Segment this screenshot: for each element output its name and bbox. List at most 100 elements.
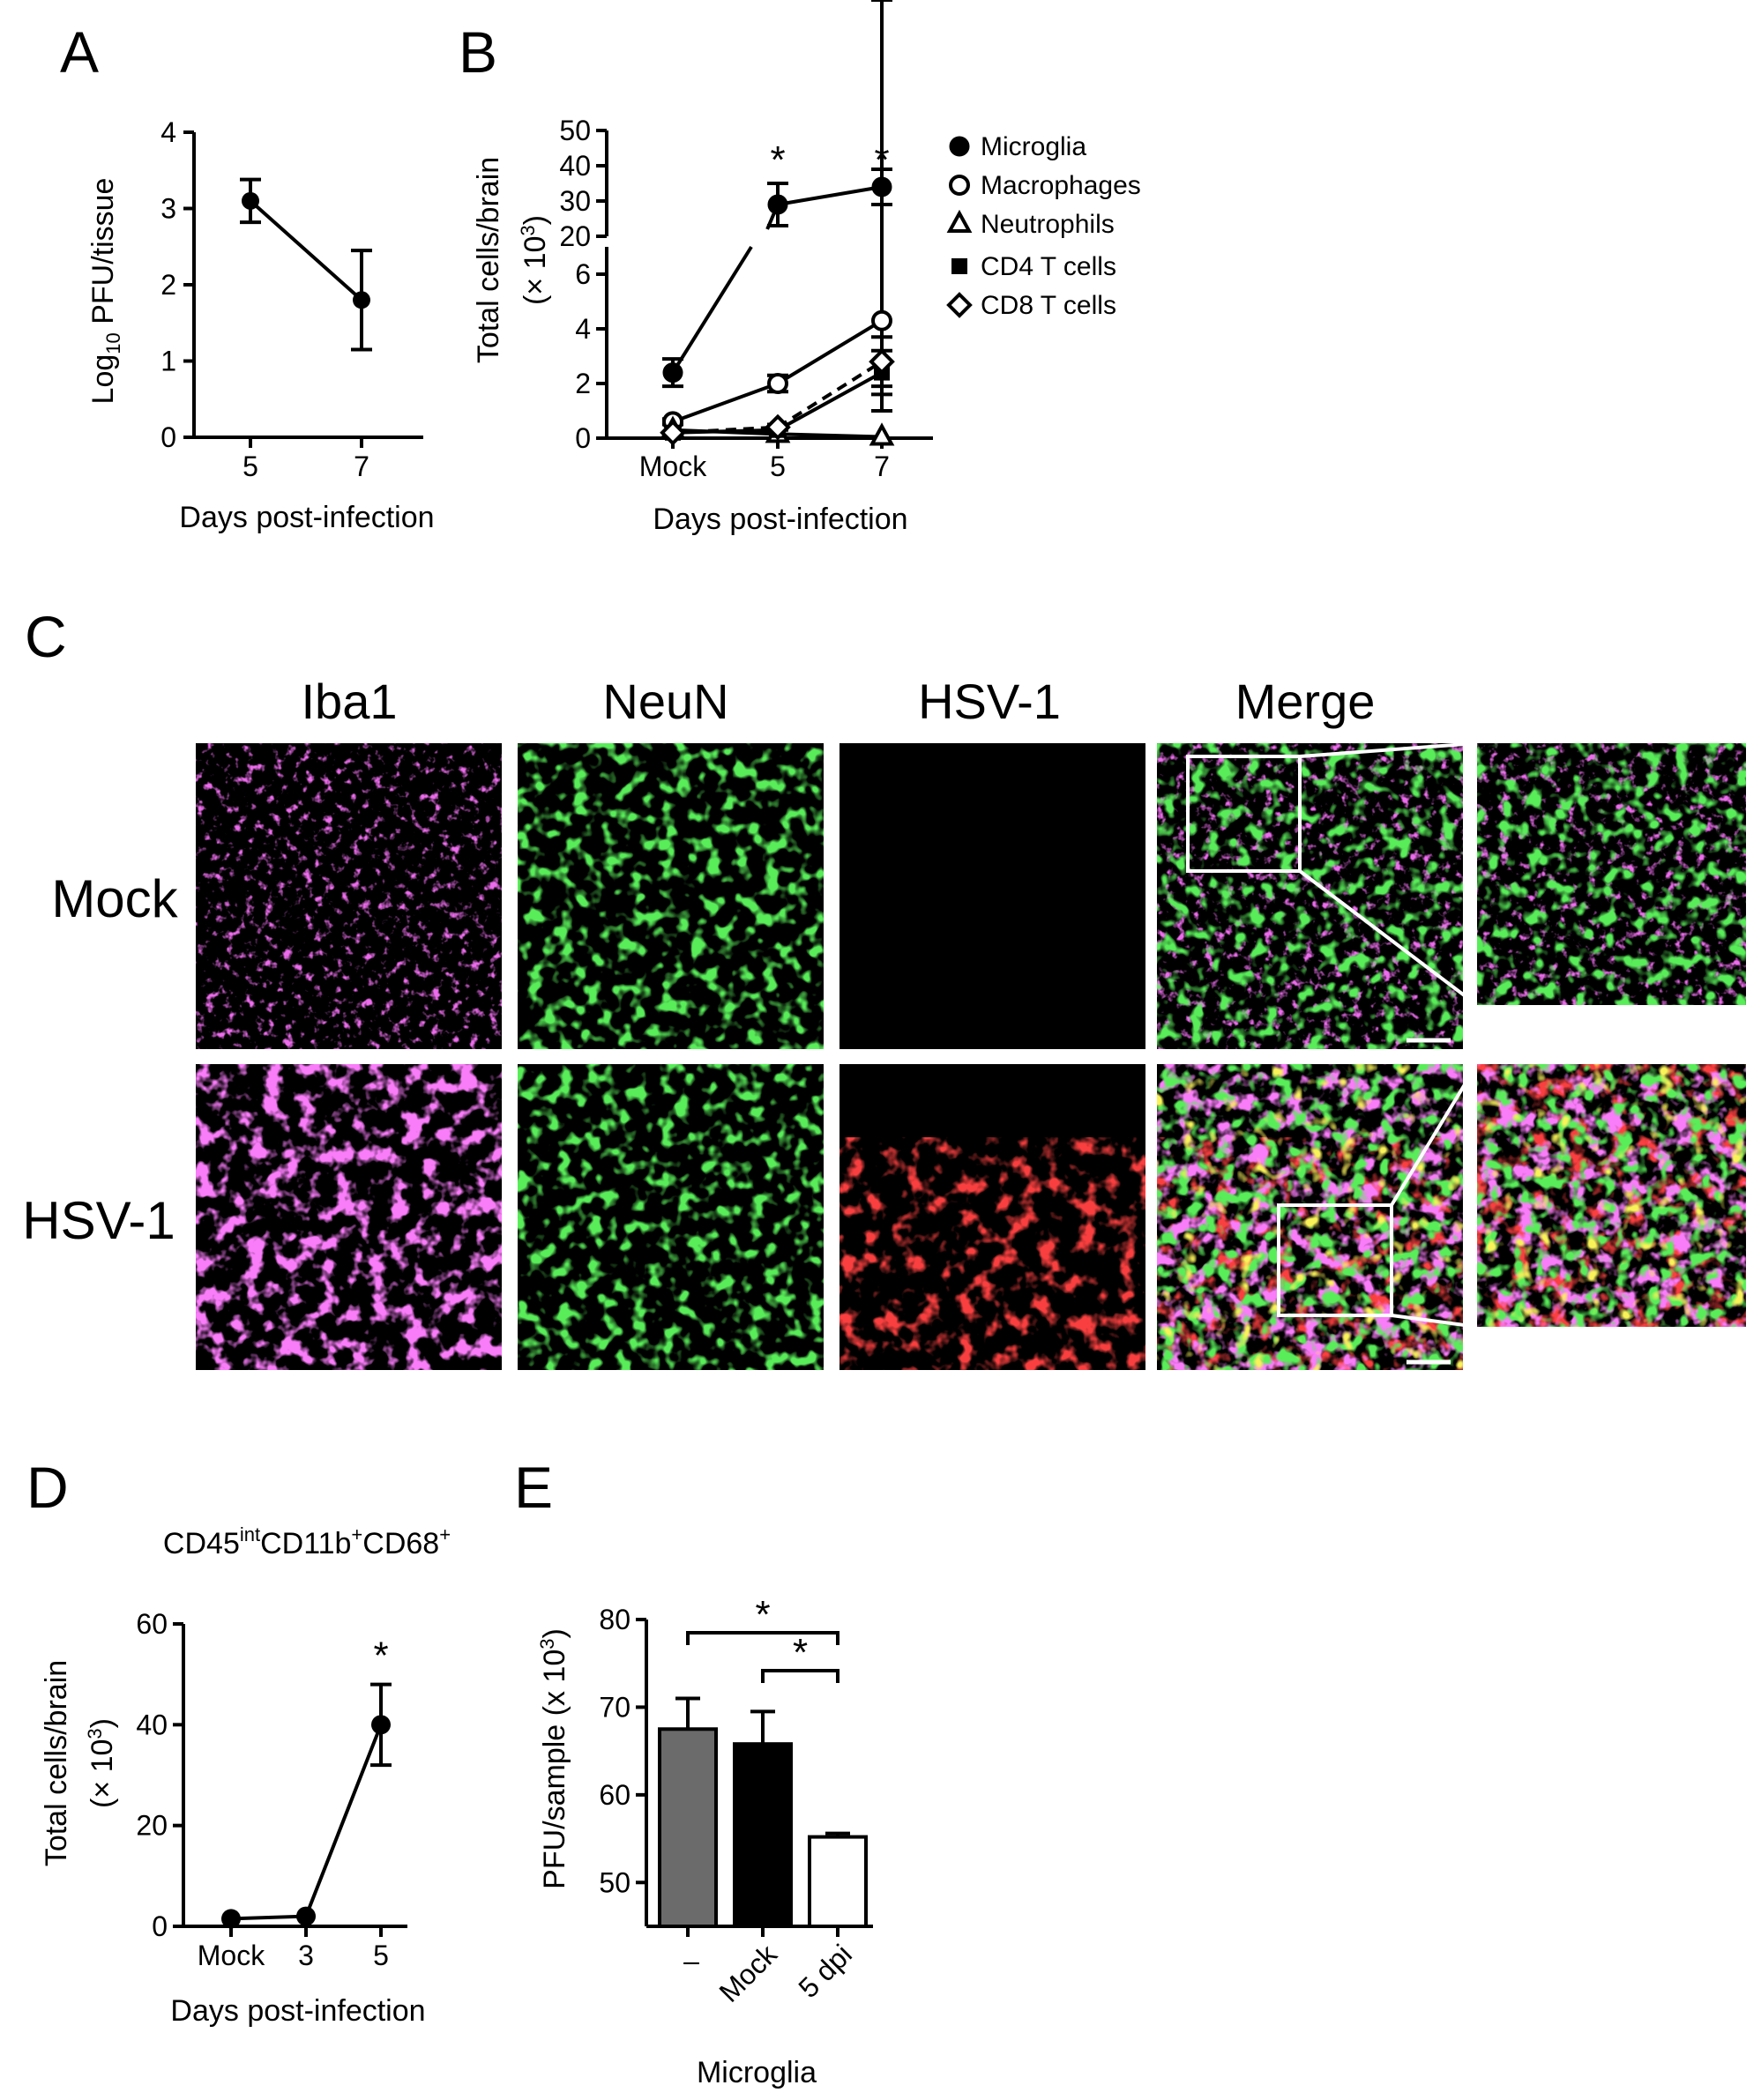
chart-b-point-open-circle xyxy=(871,309,892,331)
panel-letter-a: A xyxy=(60,19,99,85)
panel-letter-b: B xyxy=(459,19,497,85)
chart-b-ylabel-line2: (× 103) xyxy=(517,215,552,305)
micrograph-hsv-hsv1 xyxy=(839,1064,1145,1370)
chart-e-bracket-star: * xyxy=(755,1593,770,1636)
chart-d-xtick-label: 5 xyxy=(373,1940,389,1971)
chart-b-legend-label: Microglia xyxy=(981,132,1086,161)
micrograph-mock-hsv1 xyxy=(839,743,1145,1049)
chart-b-point-open-diamond xyxy=(869,348,895,376)
chart-b-legend-label: Neutrophils xyxy=(981,210,1115,239)
chart-e-bracket xyxy=(686,1631,839,1645)
micrograph-hsv-iba1 xyxy=(196,1064,502,1370)
col-head-hsv1: HSV-1 xyxy=(918,674,1061,729)
chart-e-xtick-label: – xyxy=(683,1945,699,1977)
chart-e-ytick-label: 60 xyxy=(599,1779,631,1811)
chart-e-ytick-label: 50 xyxy=(599,1866,631,1898)
chart-b-xtick-label: 7 xyxy=(874,451,890,482)
chart-a-xlabel: Days post-infection xyxy=(179,501,434,534)
chart-b-ytick-label: 20 xyxy=(559,220,591,252)
zoom-box-hsv xyxy=(1277,1203,1393,1317)
chart-e-ytick-label: 80 xyxy=(599,1604,631,1635)
chart-a-ytick-label: 1 xyxy=(160,346,176,377)
chart-b-ylabel-line1: Total cells/brain xyxy=(472,157,505,363)
chart-b-legend-label: CD8 T cells xyxy=(981,291,1116,320)
chart-d-xtick-label: Mock xyxy=(198,1940,265,1971)
col-head-neun: NeuN xyxy=(602,674,728,729)
chart-a-ytick-label: 2 xyxy=(160,269,176,301)
chart-e: PFU/sample (x 103) Microglia 50 60 70 80 – Mo… xyxy=(536,1593,873,2089)
chart-d-ytick-label: 60 xyxy=(136,1608,168,1640)
chart-b-point-open-diamond xyxy=(765,413,791,441)
zoom-line-hsv-top xyxy=(1390,1062,1479,1207)
chart-d-ylabel-line2: (× 103) xyxy=(84,1718,119,1808)
chart-b-xlabel: Days post-infection xyxy=(653,503,907,536)
chart-a-ylabel: Log10 PFU/tissue xyxy=(86,178,124,405)
chart-e-bar xyxy=(733,1742,793,1929)
chart-d-series-line xyxy=(230,1724,383,1921)
col-head-merge: Merge xyxy=(1235,674,1376,729)
chart-b-point-filled-circle xyxy=(871,176,892,197)
chart-d-ytick-label: 40 xyxy=(136,1709,168,1740)
chart-a-point xyxy=(353,291,370,309)
chart-d-point xyxy=(371,1715,391,1735)
chart-e-ylabel: PFU/sample (x 103) xyxy=(536,1628,571,1889)
chart-e-bracket-star: * xyxy=(793,1631,808,1674)
micrograph-mock-neun xyxy=(518,743,824,1049)
micrograph-mock-merge xyxy=(1157,743,1463,1049)
chart-e-ytick-label: 70 xyxy=(599,1691,631,1723)
chart-d-xlabel: Days post-infection xyxy=(170,1994,425,2028)
chart-b-ytick-label: 4 xyxy=(575,313,591,345)
chart-b-point-open-triangle xyxy=(869,422,895,446)
chart-b-ytick-label: 50 xyxy=(559,115,591,146)
chart-d-significance-star: * xyxy=(373,1635,388,1678)
chart-b-legend-label: CD4 T cells xyxy=(981,252,1116,281)
chart-b-ytick-label: 30 xyxy=(559,185,591,217)
chart-e-xtick-label: 5 dpi xyxy=(792,1938,858,2004)
micrograph-hsv-neun xyxy=(518,1064,824,1370)
chart-e-bar xyxy=(808,1835,868,1928)
col-head-iba1: Iba1 xyxy=(302,674,398,729)
chart-a: Log10 PFU/tissue Days post-infection 0 1 2… xyxy=(86,116,435,534)
chart-b-legend-marker xyxy=(951,258,967,274)
chart-b-point-filled-circle xyxy=(662,362,683,384)
chart-d-ytick-label: 0 xyxy=(152,1910,168,1942)
chart-a-ytick-label: 3 xyxy=(160,193,176,225)
chart-b-legend-marker xyxy=(949,175,970,196)
chart-a-point xyxy=(242,191,259,210)
chart-b-ytick-label: 0 xyxy=(575,422,591,454)
chart-d: CD45intCD11b+CD68+ Total cells/brain (× … xyxy=(40,1523,451,2028)
chart-d-title: CD45intCD11b+CD68+ xyxy=(163,1523,451,1560)
chart-e-xtick-label: Mock xyxy=(713,1938,783,2008)
chart-b: Total cells/brain (× 103) Days post-infe… xyxy=(472,0,1141,536)
chart-b-xtick-label: Mock xyxy=(639,451,707,482)
chart-b-significance-star: * xyxy=(770,138,785,182)
micrograph-mock-iba1 xyxy=(196,743,502,1049)
chart-a-ytick-label: 4 xyxy=(160,116,176,148)
chart-b-ytick-label: 6 xyxy=(575,258,591,290)
panel-letter-c: C xyxy=(25,604,67,669)
chart-b-point-open-diamond xyxy=(660,419,686,446)
chart-b-series-segment xyxy=(671,245,753,374)
chart-b-legend-marker xyxy=(946,292,973,318)
chart-d-xtick-label: 3 xyxy=(298,1940,314,1971)
micrograph-hsv-inset xyxy=(1477,1064,1746,1327)
zoom-line-hsv-bottom xyxy=(1391,1314,1478,1329)
row-head-mock: Mock xyxy=(51,869,178,928)
chart-b-series-segment xyxy=(776,360,884,429)
chart-d-point xyxy=(296,1906,316,1926)
chart-b-ytick-label: 40 xyxy=(559,150,591,182)
chart-b-series-segment xyxy=(776,318,884,385)
zoom-line-mock-top xyxy=(1299,741,1478,758)
chart-d-point xyxy=(221,1909,241,1929)
zoom-box-mock xyxy=(1186,755,1302,873)
chart-b-xtick-label: 5 xyxy=(770,451,786,482)
zoom-line-mock-bottom xyxy=(1298,869,1479,1007)
chart-b-series-segment xyxy=(672,428,779,435)
chart-e-xlabel: Microglia xyxy=(697,2056,817,2089)
chart-b-point-open-circle xyxy=(767,373,788,394)
chart-a-ytick-label: 0 xyxy=(160,421,176,453)
chart-d-ytick-label: 20 xyxy=(136,1810,168,1842)
chart-b-legend-label: Macrophages xyxy=(981,171,1141,200)
chart-a-xtick-label: 7 xyxy=(354,451,369,482)
